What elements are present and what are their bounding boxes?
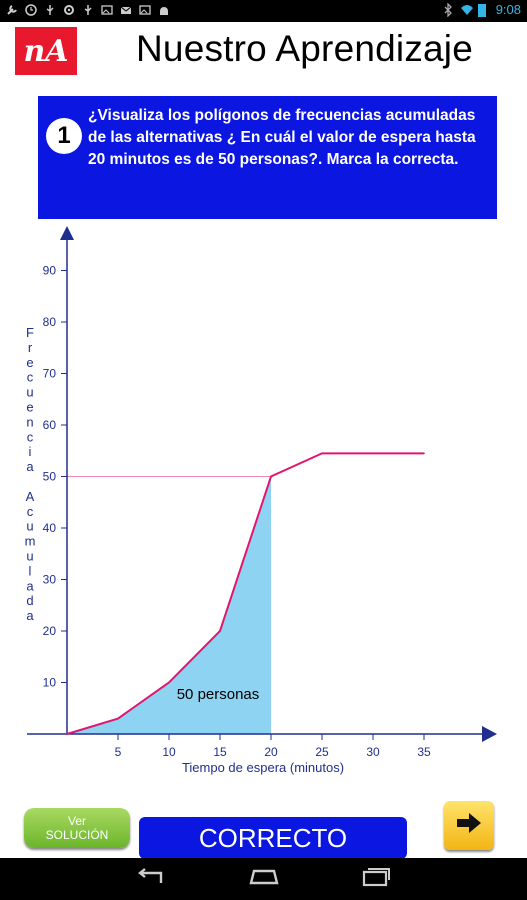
x-tick-label: 25 [315,745,329,759]
x-tick-label: 10 [162,745,176,759]
show-solution-line2: SOLUCIÓN [45,828,109,842]
status-bar: 9:08 [0,0,527,22]
data-point [219,630,221,632]
notification-icons [6,3,170,16]
y-tick-label: 10 [43,676,57,690]
mail-icon [120,3,132,15]
show-solution-button[interactable]: Ver SOLUCIÓN [24,808,130,848]
data-point [321,452,323,455]
data-point [117,717,119,720]
correct-button[interactable]: CORRECTO [139,817,407,859]
usb-icon [44,3,56,15]
x-tick-label: 20 [264,745,278,759]
y-axis-arrow [60,226,74,240]
question-number: 1 [46,118,82,154]
home-button[interactable] [244,866,284,892]
usb-icon [82,3,94,15]
x-tick-label: 5 [115,745,122,759]
y-tick-label: 60 [43,418,57,432]
data-point [168,681,170,684]
navigation-bar [0,858,527,900]
x-tick-label: 30 [366,745,380,759]
question-text: ¿Visualiza los polígonos de frecuencias … [88,107,476,168]
clock-icon [25,3,37,16]
data-point [66,733,68,735]
settings-icon [63,3,75,15]
data-point [270,475,272,478]
clock: 9:08 [495,2,521,17]
data-point [423,452,425,455]
y-tick-label: 90 [43,264,57,278]
back-icon [135,867,165,891]
next-button[interactable] [444,801,494,850]
frequency-chart: 10 20 30 40 50 60 70 80 90 5 10 15 20 25 30 35 50 person… [25,226,497,775]
y-tick-label: 50 [43,470,57,484]
y-tick-label: 40 [43,521,57,535]
system-status: 9:08 [442,1,521,18]
x-tick-label: 35 [417,745,431,759]
y-tick-label: 30 [43,573,57,587]
show-solution-line1: Ver [67,814,86,828]
x-tick-label: 15 [213,745,227,759]
battery-icon [477,3,490,17]
question-box: 1 ¿Visualiza los polígonos de frecuencia… [38,96,497,219]
x-axis-label: Tiempo de espera (minutos) [182,760,344,775]
back-button[interactable] [130,866,170,892]
page-title: Nuestro Aprendizaje [136,28,473,69]
y-tick-label: 70 [43,367,57,381]
app-logo: nA [15,27,77,75]
bluetooth-icon [442,1,454,18]
image-icon [101,3,113,15]
wifi-icon [460,3,473,17]
wrench-icon [6,3,18,15]
shaded-area [67,476,271,734]
android-icon [158,3,170,15]
recent-apps-icon [361,867,391,892]
image-icon [139,3,151,15]
area-annotation: 50 personas [177,686,260,703]
arrow-right-icon [455,812,483,839]
home-icon [247,868,281,891]
x-axis-arrow [482,726,497,742]
y-tick-label: 20 [43,624,57,638]
y-tick-label: 80 [43,315,57,329]
recent-apps-button[interactable] [356,866,396,892]
